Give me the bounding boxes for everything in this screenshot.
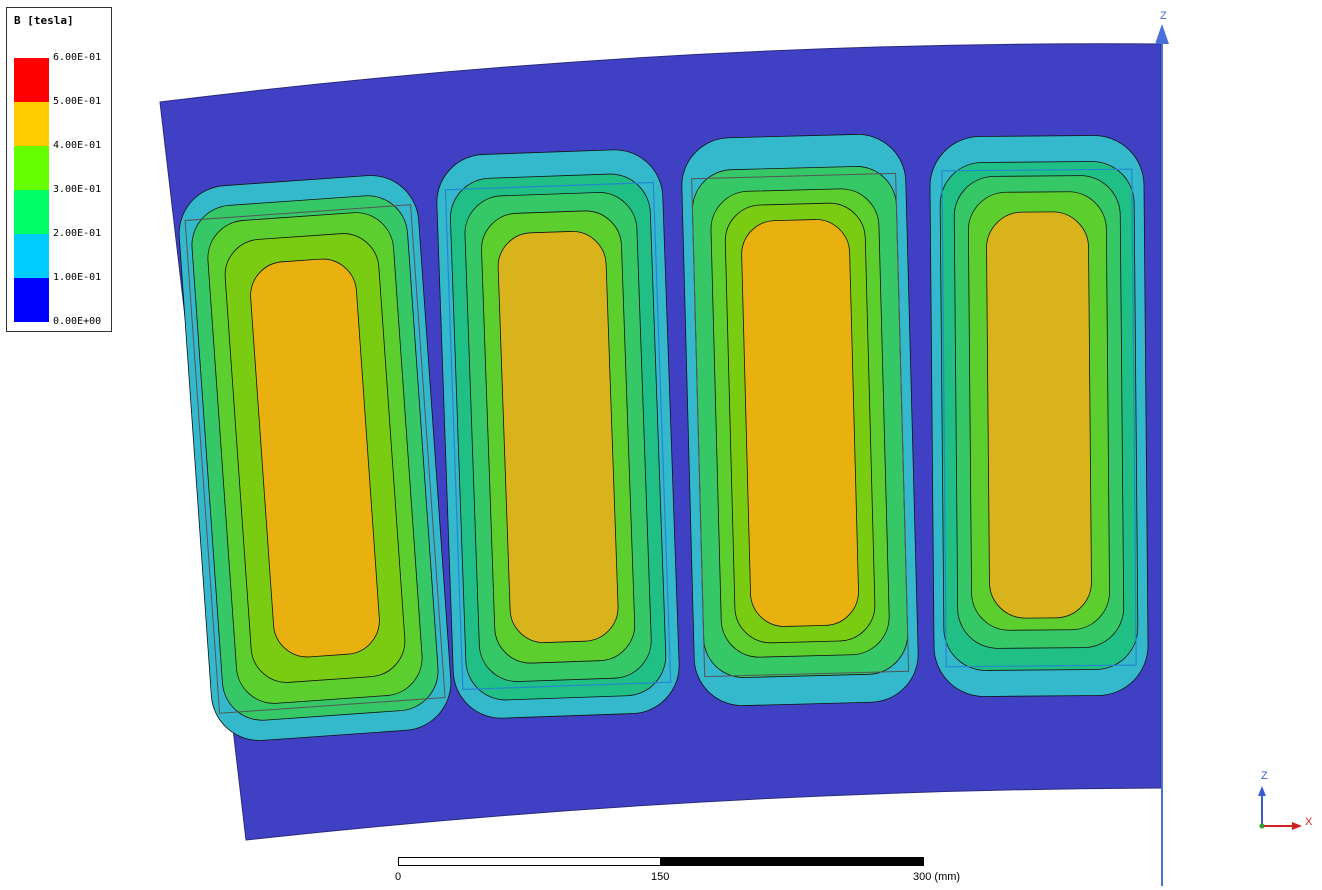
color-legend: B [tesla] 6.00E-01 5.00E-01 4.00E-01 3.0…	[6, 7, 112, 332]
legend-tick: 4.00E-01	[53, 140, 102, 151]
legend-swatch-cyan	[14, 234, 49, 278]
legend-swatch-yellowgreen	[14, 146, 49, 190]
coil-3	[681, 134, 919, 706]
legend-swatch-orange	[14, 102, 49, 146]
scale-label-0: 0	[395, 871, 402, 883]
scale-bar-black-segment	[661, 857, 924, 866]
coil-4	[929, 135, 1149, 697]
legend-swatch-red	[14, 58, 49, 102]
legend-tick: 6.00E-01	[53, 52, 102, 63]
legend-tick: 5.00E-01	[53, 96, 102, 107]
triad-z-label: Z	[1261, 770, 1268, 782]
legend-tick: 2.00E-01	[53, 228, 102, 239]
legend-swatch-blue	[14, 278, 49, 322]
scale-label-150: 150	[651, 871, 670, 883]
z-axis-arrow-icon	[1155, 24, 1169, 44]
axis-triad	[1258, 786, 1302, 830]
legend-title: B [tesla]	[14, 14, 74, 27]
scale-bar-white-segment	[398, 857, 661, 866]
coil-2	[436, 149, 680, 719]
triad-x-label: X	[1305, 816, 1313, 828]
legend-tick: 0.00E+00	[53, 316, 102, 327]
legend-swatch-green	[14, 190, 49, 234]
scale-label-300: 300 (mm)	[913, 871, 961, 883]
scale-bar	[398, 857, 924, 866]
coil-1	[178, 175, 452, 741]
legend-tick: 1.00E-01	[53, 272, 102, 283]
main-z-axis-label: Z	[1160, 10, 1167, 22]
legend-tick: 3.00E-01	[53, 184, 102, 195]
